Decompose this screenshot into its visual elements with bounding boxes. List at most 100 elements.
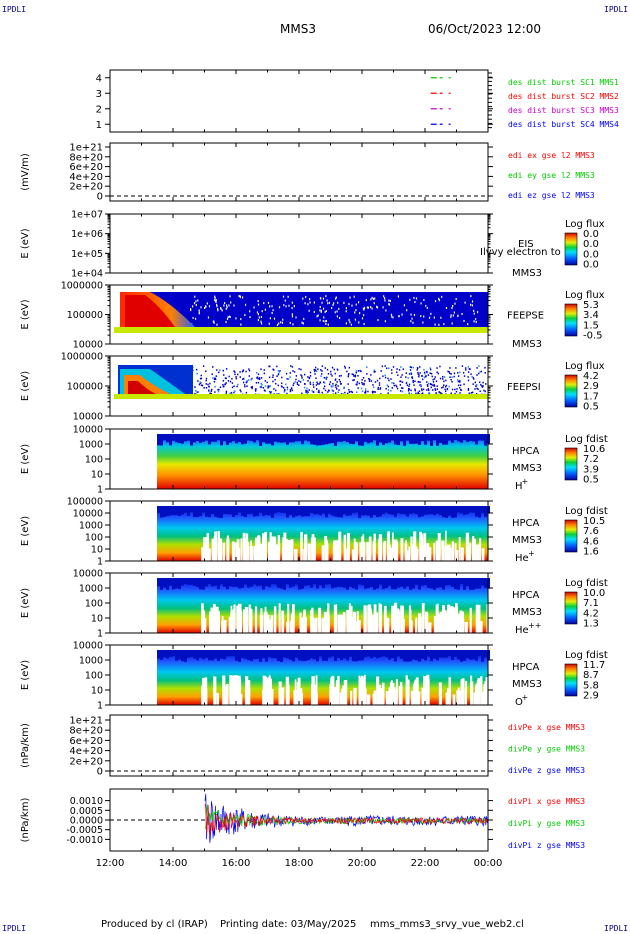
feepsi-panel-sparse-pixel <box>234 390 236 392</box>
hpca-he-panel-data-gap <box>290 539 294 561</box>
feepse-panel-sparse-pixel <box>406 309 408 312</box>
feepse-panel-sparse-pixel <box>428 316 431 319</box>
hpca-h-panel-upper-band <box>340 434 343 442</box>
hpca-he2-panel-upper-band <box>481 578 484 586</box>
hpca-he2-panel-upper-band <box>295 578 298 585</box>
feepsi-panel-sparse-pixel <box>374 381 377 383</box>
feepsi-panel-sparse-pixel <box>227 380 230 382</box>
hpca-he-panel-data-gap <box>400 538 404 561</box>
hpca-he2-panel-upper-band <box>274 578 277 585</box>
hpca-o-panel-upper-band <box>313 650 316 660</box>
hpca-he2-panel-upper-band <box>460 578 463 585</box>
feepse-panel-sparse-pixel <box>276 323 279 326</box>
feepse-panel-sparse-pixel <box>361 317 364 320</box>
feepsi-panel-sparse-pixel <box>483 389 485 392</box>
hpca-he-panel-upper-band <box>187 506 190 516</box>
feepsi-panel-sparse-pixel <box>417 373 419 375</box>
feepsi-panel-sparse-pixel <box>363 382 365 385</box>
hpca-he2-panel-colorbar-value: 4.2 <box>583 608 599 619</box>
hpca-h-panel-species-charge: + <box>522 477 529 486</box>
hpca-he2-panel-upper-band <box>169 578 172 586</box>
hpca-h-panel-upper-band <box>382 434 385 445</box>
feepsi-panel-sparse-pixel <box>460 389 463 391</box>
hpca-he-panel-upper-band <box>376 506 379 518</box>
hpca-he2-panel-data-gap <box>204 618 207 633</box>
feepsi-panel-sparse-pixel <box>352 373 354 376</box>
feepsi-panel-sparse-pixel <box>344 367 347 369</box>
hpca-o-panel-data-gap <box>360 675 364 705</box>
eis-panel-ytick-label: 1e+04 <box>71 269 103 280</box>
hpca-he2-panel-data-gap <box>440 611 443 633</box>
hpca-o-panel-upper-band <box>349 650 352 657</box>
hpca-he-panel-upper-band <box>358 506 361 518</box>
hpca-he-panel-ytick-label: 1000 <box>79 521 103 532</box>
hpca-he-panel-data-gap <box>343 534 346 561</box>
feepse-panel-sparse-pixel <box>349 321 351 324</box>
hpca-he2-panel-upper-band <box>208 578 211 585</box>
feepsi-panel-sparse-pixel <box>331 389 334 392</box>
hpca-he2-panel-data-gap <box>290 613 294 633</box>
feepsi-panel-sparse-pixel <box>449 372 451 375</box>
hpca-he-panel-ytick-label: 10 <box>91 545 103 556</box>
feepsi-panel-sparse-pixel <box>295 378 297 381</box>
feepse-panel-sparse-pixel <box>325 323 327 326</box>
hpca-he2-panel-data-gap <box>455 606 459 633</box>
feepse-panel-sparse-pixel <box>471 300 474 303</box>
feepsi-panel-sparse-pixel <box>426 371 428 374</box>
feepsi-panel-sparse-pixel <box>233 391 235 394</box>
feepsi-panel-sparse-pixel <box>434 389 437 391</box>
feepsi-panel-sparse-pixel <box>218 371 220 374</box>
hpca-he2-panel-upper-band <box>196 578 199 588</box>
feepse-panel-sparse-pixel <box>316 315 318 318</box>
eis-panel-ylabel: E (eV) <box>20 228 31 258</box>
hpca-he-panel-data-gap <box>359 542 363 561</box>
eis-panel-colorbar-value: 0.0 <box>583 239 599 250</box>
hpca-he-panel-data-gap <box>206 533 210 561</box>
hpca-he-panel-data-gap <box>219 538 223 561</box>
hpca-he2-panel-data-gap <box>305 617 307 633</box>
feepsi-panel-sparse-pixel <box>400 380 402 383</box>
hpca-h-panel-upper-band <box>262 434 265 443</box>
feepsi-panel-sparse-pixel <box>422 388 425 391</box>
feepsi-panel-sparse-pixel <box>438 391 440 393</box>
hpca-he-panel-upper-band <box>256 506 259 517</box>
hpca-o-panel-colorbar-title: Log fdist <box>565 650 608 661</box>
feepse-panel-sparse-pixel <box>293 305 295 308</box>
hpca-o-panel-ytick-label: 10 <box>91 686 103 697</box>
feepsi-panel-sparse-pixel <box>264 380 267 382</box>
feepsi-panel-sparse-pixel <box>285 383 287 386</box>
feepsi-panel-sparse-pixel <box>347 374 350 376</box>
feepsi-panel-sparse-pixel <box>250 378 252 381</box>
hpca-he-panel-upper-band <box>394 506 397 517</box>
feepsi-panel-sparse-pixel <box>359 369 361 372</box>
divpe-panel-ylabel: (nPa/km) <box>20 723 31 768</box>
hpca-o-panel-data-gap <box>400 686 403 705</box>
feepse-panel-sparse-pixel <box>325 320 328 323</box>
feepsi-panel-sparse-pixel <box>331 375 333 377</box>
feepsi-panel-sparse-pixel <box>453 375 455 378</box>
hpca-he2-panel-data-gap <box>223 619 227 633</box>
feepsi-panel-sparse-pixel <box>436 388 439 390</box>
hpca-he2-panel-upper-band <box>220 578 223 585</box>
feepsi-panel-sparse-pixel <box>299 381 302 383</box>
hpca-he-panel-data-gap <box>408 546 410 561</box>
feepsi-panel-sparse-pixel <box>217 388 219 391</box>
feepsi-panel-sparse-pixel <box>459 381 461 383</box>
feepse-panel-sparse-pixel <box>321 301 323 304</box>
feepse-panel-low-energy-band <box>114 327 488 333</box>
hpca-he2-panel-data-gap <box>259 614 264 633</box>
hpca-he-panel-upper-band <box>286 506 289 518</box>
feepsi-panel-injection-core <box>128 381 156 394</box>
feepsi-panel-sparse-pixel <box>391 387 393 389</box>
hpca-he-panel-upper-band <box>196 506 199 518</box>
feepse-panel-sparse-pixel <box>474 318 477 321</box>
feepsi-panel-sparse-pixel <box>408 392 410 394</box>
hpca-he2-panel-data-gap <box>410 620 413 633</box>
hpca-he-panel-upper-band <box>478 506 481 518</box>
feepsi-panel-sparse-pixel <box>374 391 376 393</box>
feepsi-panel-sparse-pixel <box>335 383 337 386</box>
feepsi-panel-sparse-pixel <box>239 389 241 391</box>
hpca-he2-panel-colorbar-value: 7.1 <box>583 598 599 609</box>
hpca-he2-panel-upper-band <box>286 578 289 585</box>
hpca-h-panel-upper-band <box>217 434 220 441</box>
